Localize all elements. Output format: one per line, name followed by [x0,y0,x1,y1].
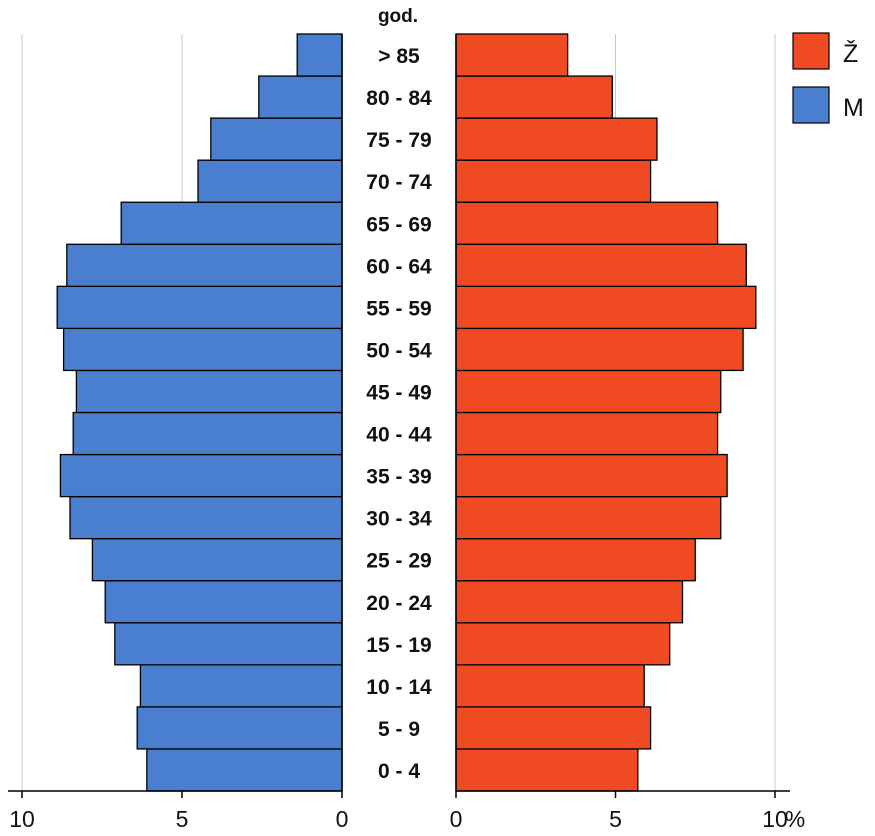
bar-female [455,495,722,540]
legend: Ž M [792,32,864,124]
legend-swatch-female [792,32,830,70]
percent-unit-label: % [785,806,805,832]
bar-female [455,33,569,77]
bar-male [59,453,343,498]
age-group-label: 5 - 9 [378,718,420,741]
x-tick-label: 5 [176,806,189,832]
legend-label-female: Ž [843,39,858,68]
legend-label-male: M [843,94,864,122]
age-group-label: > 85 [378,45,420,68]
male-bars [56,33,343,792]
age-group-label: 10 - 14 [366,676,432,699]
age-group-label: 50 - 54 [366,339,432,362]
age-group-label: 45 - 49 [366,381,431,404]
age-group-label: 60 - 64 [366,255,432,278]
bar-female [455,117,658,161]
x-tick-label: 10 [762,806,788,832]
bar-male [114,622,343,666]
age-unit-label: god. [378,6,418,27]
bar-male [258,75,343,119]
female-bars [455,33,757,792]
bar-female [455,748,639,792]
bar-male [91,538,343,582]
bar-female [455,243,747,287]
bar-male [120,201,343,245]
age-group-label: 65 - 69 [366,213,431,236]
age-group-label: 70 - 74 [366,171,432,194]
bar-male [139,664,343,708]
bar-female [455,453,728,498]
bar-female [455,327,744,372]
bar-male [56,285,343,330]
x-tick-label: 5 [609,806,622,832]
bar-male [69,495,343,540]
bar-female [455,622,671,666]
age-group-label: 25 - 29 [366,550,431,573]
age-group-label: 35 - 39 [366,466,431,489]
bar-female [455,538,696,582]
axes: 10 5 0 0 5 10 [8,34,790,832]
age-group-label: 0 - 4 [378,760,420,783]
bar-male [136,706,343,750]
age-group-labels: 0 - 4 5 - 9 10 - 14 15 - 19 20 - 24 25 - 29 30… [366,45,432,783]
age-group-label: 15 - 19 [366,634,431,657]
bar-female [455,285,757,330]
bar-male [296,33,343,77]
bar-male [75,369,343,414]
x-tick-label: 0 [336,806,349,832]
age-group-label: 55 - 59 [366,297,431,320]
bar-female [455,201,719,245]
age-group-label: 75 - 79 [366,129,431,152]
bar-female [455,75,613,119]
bar-male [197,159,343,203]
bar-male [146,748,343,792]
bar-female [455,580,684,624]
age-group-label: 30 - 34 [366,508,432,531]
bar-male [104,580,343,624]
bar-female [455,664,645,708]
age-group-label: 40 - 44 [366,424,432,447]
legend-swatch-male [792,86,830,124]
bar-female [455,411,719,456]
age-group-label: 80 - 84 [366,87,432,110]
bar-male [72,411,343,456]
x-tick-label: 10 [9,806,35,832]
bar-male [62,327,343,372]
bar-female [455,369,722,414]
age-group-label: 20 - 24 [366,592,432,615]
bar-female [455,706,652,750]
bar-male [66,243,343,287]
bar-male [210,117,343,161]
bar-female [455,159,652,203]
x-tick-label: 0 [450,806,463,832]
